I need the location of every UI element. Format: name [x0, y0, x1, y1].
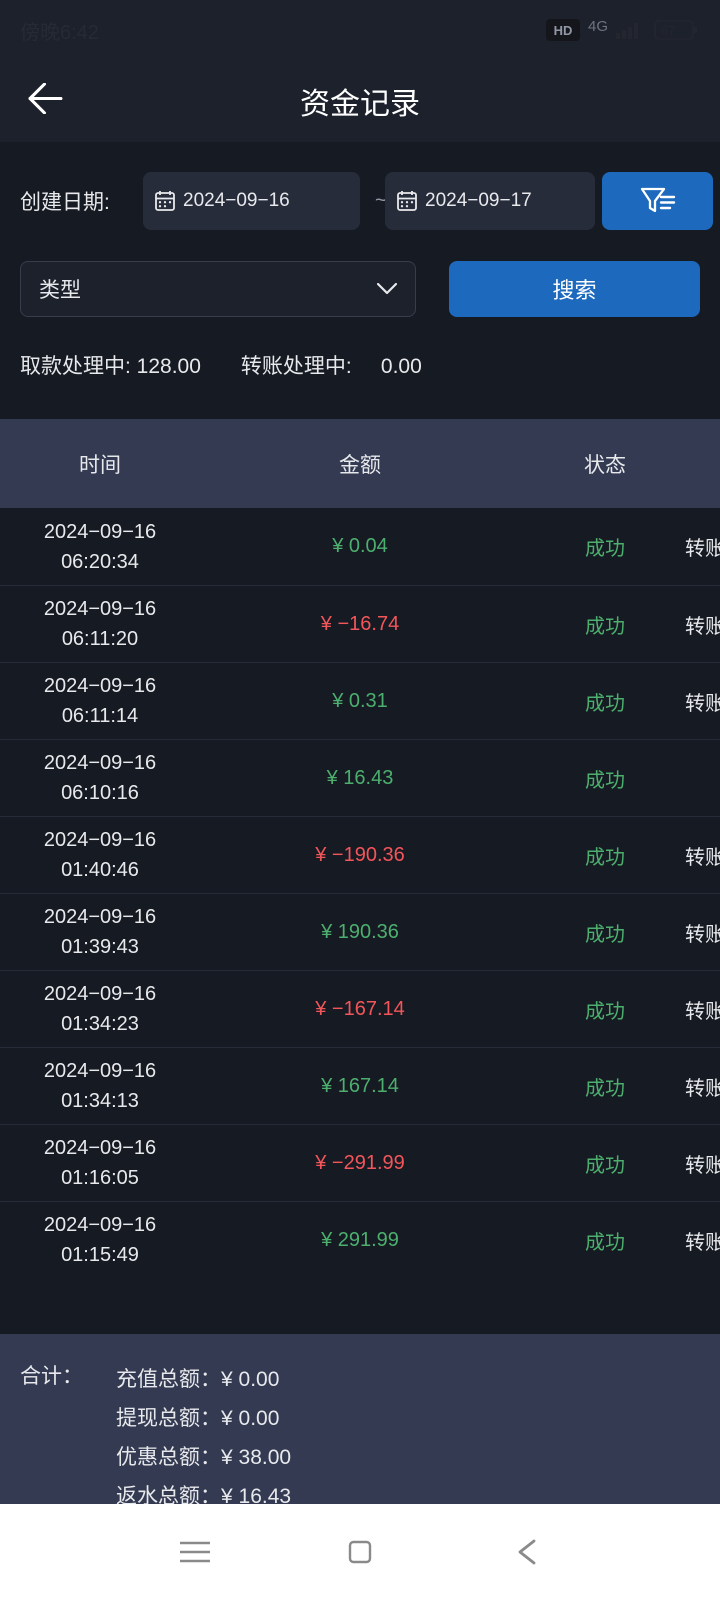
- svg-text:67: 67: [661, 23, 675, 38]
- svg-text:4G: 4G: [588, 18, 608, 35]
